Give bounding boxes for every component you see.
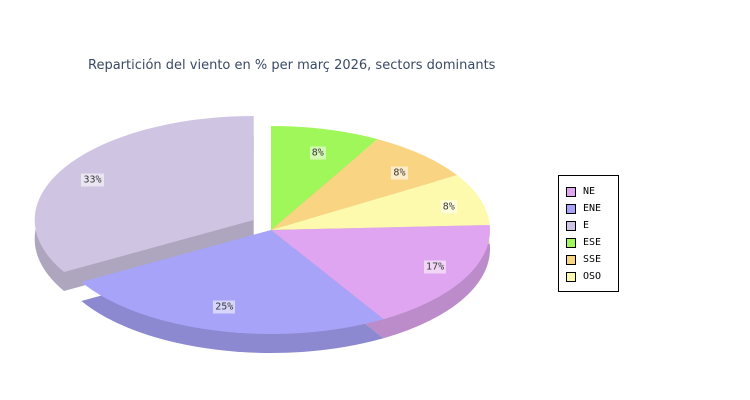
legend-label-ESE: ESE — [583, 236, 602, 248]
legend-swatch-ENE — [566, 203, 576, 214]
legend-swatch-E — [566, 220, 576, 231]
legend-item-ESE: ESE — [566, 234, 618, 251]
legend-swatch-SSE — [566, 254, 576, 265]
pie-slice-NE — [271, 225, 490, 320]
legend-label-E: E — [583, 219, 590, 231]
slice-label-OSO: 8% — [440, 200, 457, 214]
slice-label-E: 33% — [81, 173, 104, 187]
legend: NE ENE E ESE SSE OSO — [558, 175, 619, 292]
pie-slice-ESE — [271, 126, 378, 230]
legend-item-OSO: OSO — [566, 268, 618, 285]
chart-title: Repartición del viento en % per març 202… — [88, 58, 496, 73]
slice-label-SSE: 8% — [391, 166, 408, 180]
slice-label-NE: 17% — [424, 260, 447, 274]
legend-swatch-ESE — [566, 237, 576, 248]
legend-item-ENE: ENE — [566, 200, 618, 217]
slice-label-ESE: 8% — [309, 146, 326, 160]
pie-slice-ENE — [81, 230, 384, 335]
pie-slice-SSE — [271, 139, 458, 230]
legend-item-NE: NE — [566, 183, 618, 200]
legend-label-NE: NE — [583, 185, 596, 197]
legend-label-ENE: ENE — [583, 202, 602, 214]
slice-label-ENE: 25% — [213, 300, 236, 313]
pie-slice-OSO — [271, 175, 490, 230]
legend-item-E: E — [566, 217, 618, 234]
legend-label-SSE: SSE — [583, 253, 602, 265]
legend-item-SSE: SSE — [566, 251, 618, 268]
legend-label-OSO: OSO — [583, 270, 602, 282]
legend-swatch-NE — [566, 186, 576, 197]
pie-slice-E — [34, 116, 254, 272]
legend-swatch-OSO — [566, 271, 576, 282]
